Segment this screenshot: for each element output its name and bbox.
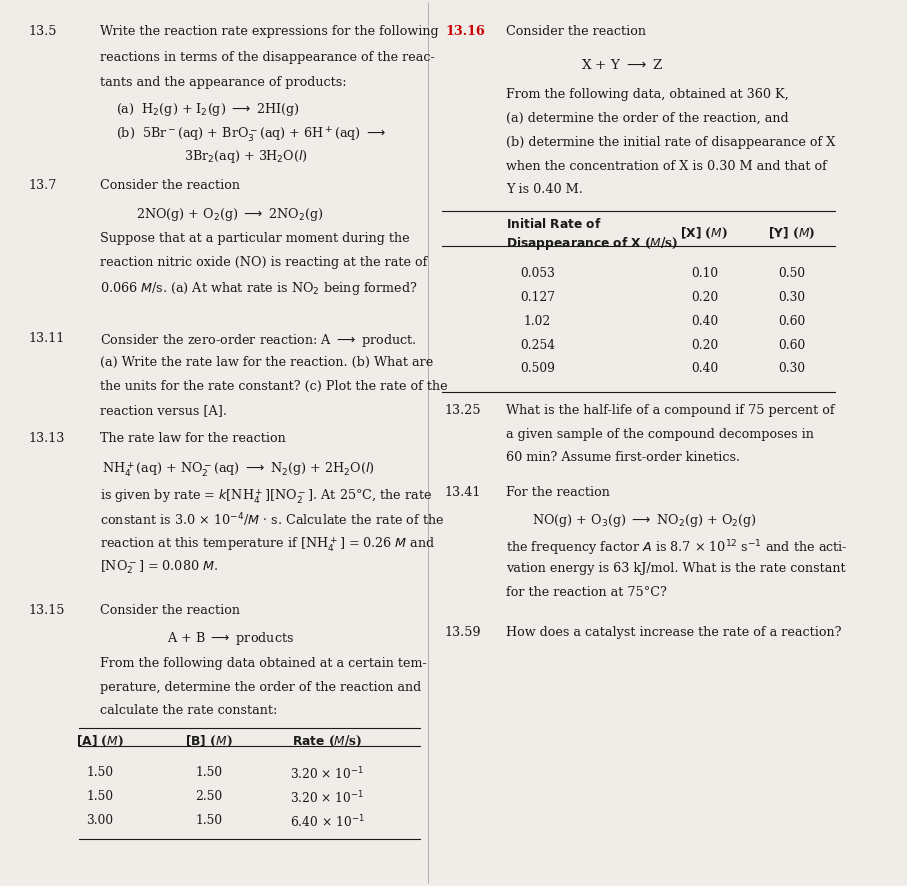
Text: NO(g) + O$_3$(g) $\longrightarrow$ NO$_2$(g) + O$_2$(g): NO(g) + O$_3$(g) $\longrightarrow$ NO$_2… — [532, 512, 757, 529]
Text: 0.20: 0.20 — [691, 291, 718, 304]
Text: 3.00: 3.00 — [86, 812, 113, 826]
Text: 0.127: 0.127 — [520, 291, 555, 304]
Text: 13.25: 13.25 — [445, 403, 482, 416]
Text: 0.066 $M$/s. (a) At what rate is NO$_2$ being formed?: 0.066 $M$/s. (a) At what rate is NO$_2$ … — [100, 279, 417, 296]
Text: 13.11: 13.11 — [28, 331, 64, 344]
Text: 1.50: 1.50 — [86, 789, 113, 802]
Text: 3Br$_2$(aq) + 3H$_2$O($l$): 3Br$_2$(aq) + 3H$_2$O($l$) — [184, 148, 307, 165]
Text: 0.053: 0.053 — [521, 267, 555, 280]
Text: How does a catalyst increase the rate of a reaction?: How does a catalyst increase the rate of… — [506, 626, 842, 638]
Text: 13.15: 13.15 — [28, 603, 64, 617]
Text: 13.5: 13.5 — [28, 25, 56, 38]
Text: X + Y $\longrightarrow$ Z: X + Y $\longrightarrow$ Z — [580, 58, 663, 73]
Text: 13.7: 13.7 — [28, 179, 56, 192]
Text: when the concentration of X is 0.30 M and that of: when the concentration of X is 0.30 M an… — [506, 159, 827, 173]
Text: the frequency factor $A$ is 8.7 × 10$^{12}$ s$^{-1}$ and the acti-: the frequency factor $A$ is 8.7 × 10$^{1… — [506, 538, 848, 557]
Text: 1.50: 1.50 — [196, 812, 223, 826]
Text: 13.13: 13.13 — [28, 431, 64, 445]
Text: NH$_4^+$(aq) + NO$_2^-$(aq) $\longrightarrow$ N$_2$(g) + 2H$_2$O($l$): NH$_4^+$(aq) + NO$_2^-$(aq) $\longrighta… — [102, 460, 375, 478]
Text: $\mathbf{Initial\ Rate\ of}$: $\mathbf{Initial\ Rate\ of}$ — [506, 217, 602, 230]
Text: Consider the reaction: Consider the reaction — [100, 603, 239, 617]
Text: The rate law for the reaction: The rate law for the reaction — [100, 431, 286, 445]
Text: 13.16: 13.16 — [445, 25, 484, 38]
Text: 0.254: 0.254 — [520, 338, 555, 351]
Text: Y is 0.40 M.: Y is 0.40 M. — [506, 183, 583, 197]
Text: 0.509: 0.509 — [520, 362, 555, 375]
Text: (b)  5Br$^-$(aq) + BrO$_3^-$(aq) + 6H$^+$(aq) $\longrightarrow$: (b) 5Br$^-$(aq) + BrO$_3^-$(aq) + 6H$^+$… — [116, 125, 386, 144]
Text: Suppose that at a particular moment during the: Suppose that at a particular moment duri… — [100, 232, 409, 245]
Text: A + B $\longrightarrow$ products: A + B $\longrightarrow$ products — [167, 630, 294, 647]
Text: perature, determine the order of the reaction and: perature, determine the order of the rea… — [100, 680, 421, 693]
Text: $\mathbf{Rate}$ ($\mathit{M}$/s): $\mathbf{Rate}$ ($\mathit{M}$/s) — [292, 734, 362, 749]
Text: 0.50: 0.50 — [778, 267, 805, 280]
Text: Write the reaction rate expressions for the following: Write the reaction rate expressions for … — [100, 25, 438, 38]
Text: From the following data, obtained at 360 K,: From the following data, obtained at 360… — [506, 89, 789, 101]
Text: 6.40 × 10$^{-1}$: 6.40 × 10$^{-1}$ — [289, 812, 365, 829]
Text: 1.50: 1.50 — [86, 766, 113, 778]
Text: 0.60: 0.60 — [778, 315, 805, 328]
Text: reactions in terms of the disappearance of the reac-: reactions in terms of the disappearance … — [100, 51, 434, 64]
Text: reaction versus [A].: reaction versus [A]. — [100, 403, 227, 416]
Text: $\mathbf{Disappearance\ of\ X}$ ($\mathit{M}$/s): $\mathbf{Disappearance\ of\ X}$ ($\mathi… — [506, 235, 678, 253]
Text: (a) determine the order of the reaction, and: (a) determine the order of the reaction,… — [506, 112, 789, 125]
Text: tants and the appearance of products:: tants and the appearance of products: — [100, 76, 346, 89]
Text: Consider the zero-order reaction: A $\longrightarrow$ product.: Consider the zero-order reaction: A $\lo… — [100, 331, 416, 348]
Text: 13.41: 13.41 — [445, 486, 482, 498]
Text: 3.20 × 10$^{-1}$: 3.20 × 10$^{-1}$ — [290, 789, 365, 805]
Text: 2.50: 2.50 — [196, 789, 223, 802]
Text: 0.30: 0.30 — [778, 362, 805, 375]
Text: 0.40: 0.40 — [691, 315, 718, 328]
Text: 3.20 × 10$^{-1}$: 3.20 × 10$^{-1}$ — [290, 766, 365, 781]
Text: (a)  H$_2$(g) + I$_2$(g) $\longrightarrow$ 2HI(g): (a) H$_2$(g) + I$_2$(g) $\longrightarrow… — [116, 100, 300, 118]
Text: 0.60: 0.60 — [778, 338, 805, 351]
Text: 0.10: 0.10 — [691, 267, 718, 280]
Text: 60 min? Assume first-order kinetics.: 60 min? Assume first-order kinetics. — [506, 451, 741, 464]
Text: 13.59: 13.59 — [445, 626, 482, 638]
Text: 0.40: 0.40 — [691, 362, 718, 375]
Text: for the reaction at 75°C?: for the reaction at 75°C? — [506, 586, 668, 599]
Text: vation energy is 63 kJ/mol. What is the rate constant: vation energy is 63 kJ/mol. What is the … — [506, 562, 846, 575]
Text: $\mathbf{[B]}$ ($\mathit{M}$): $\mathbf{[B]}$ ($\mathit{M}$) — [185, 734, 233, 749]
Text: is given by rate = $k$[NH$_4^+$][NO$_2^-$]. At 25°C, the rate: is given by rate = $k$[NH$_4^+$][NO$_2^-… — [100, 487, 432, 506]
Text: reaction nitric oxide (NO) is reacting at the rate of: reaction nitric oxide (NO) is reacting a… — [100, 255, 427, 268]
Text: (b) determine the initial rate of disappearance of X: (b) determine the initial rate of disapp… — [506, 136, 836, 149]
Text: a given sample of the compound decomposes in: a given sample of the compound decompose… — [506, 427, 814, 440]
Text: 1.50: 1.50 — [196, 766, 223, 778]
Text: reaction at this temperature if [NH$_4^+$] = 0.26 $M$ and: reaction at this temperature if [NH$_4^+… — [100, 534, 435, 554]
Text: What is the half-life of a compound if 75 percent of: What is the half-life of a compound if 7… — [506, 403, 835, 416]
Text: (a) Write the rate law for the reaction. (b) What are: (a) Write the rate law for the reaction.… — [100, 356, 433, 369]
Text: 0.30: 0.30 — [778, 291, 805, 304]
Text: $\mathbf{[Y]}$ ($\mathit{M}$): $\mathbf{[Y]}$ ($\mathit{M}$) — [768, 226, 815, 241]
Text: Consider the reaction: Consider the reaction — [100, 179, 239, 192]
Text: the units for the rate constant? (c) Plot the rate of the: the units for the rate constant? (c) Plo… — [100, 379, 447, 392]
Text: 1.02: 1.02 — [524, 315, 551, 328]
Text: [NO$_2^-$] = 0.080 $M$.: [NO$_2^-$] = 0.080 $M$. — [100, 558, 218, 576]
Text: constant is 3.0 × 10$^{-4}$/$M$ · s. Calculate the rate of the: constant is 3.0 × 10$^{-4}$/$M$ · s. Cal… — [100, 511, 444, 528]
Text: From the following data obtained at a certain tem-: From the following data obtained at a ce… — [100, 656, 426, 669]
Text: $\mathbf{[X]}$ ($\mathit{M}$): $\mathbf{[X]}$ ($\mathit{M}$) — [680, 226, 728, 241]
Text: 0.20: 0.20 — [691, 338, 718, 351]
Text: calculate the rate constant:: calculate the rate constant: — [100, 703, 277, 717]
Text: 2NO(g) + O$_2$(g) $\longrightarrow$ 2NO$_2$(g): 2NO(g) + O$_2$(g) $\longrightarrow$ 2NO$… — [136, 206, 324, 222]
Text: For the reaction: For the reaction — [506, 486, 610, 498]
Text: Consider the reaction: Consider the reaction — [506, 25, 647, 38]
Text: $\mathbf{[A]}$ ($\mathit{M}$): $\mathbf{[A]}$ ($\mathit{M}$) — [75, 734, 123, 749]
